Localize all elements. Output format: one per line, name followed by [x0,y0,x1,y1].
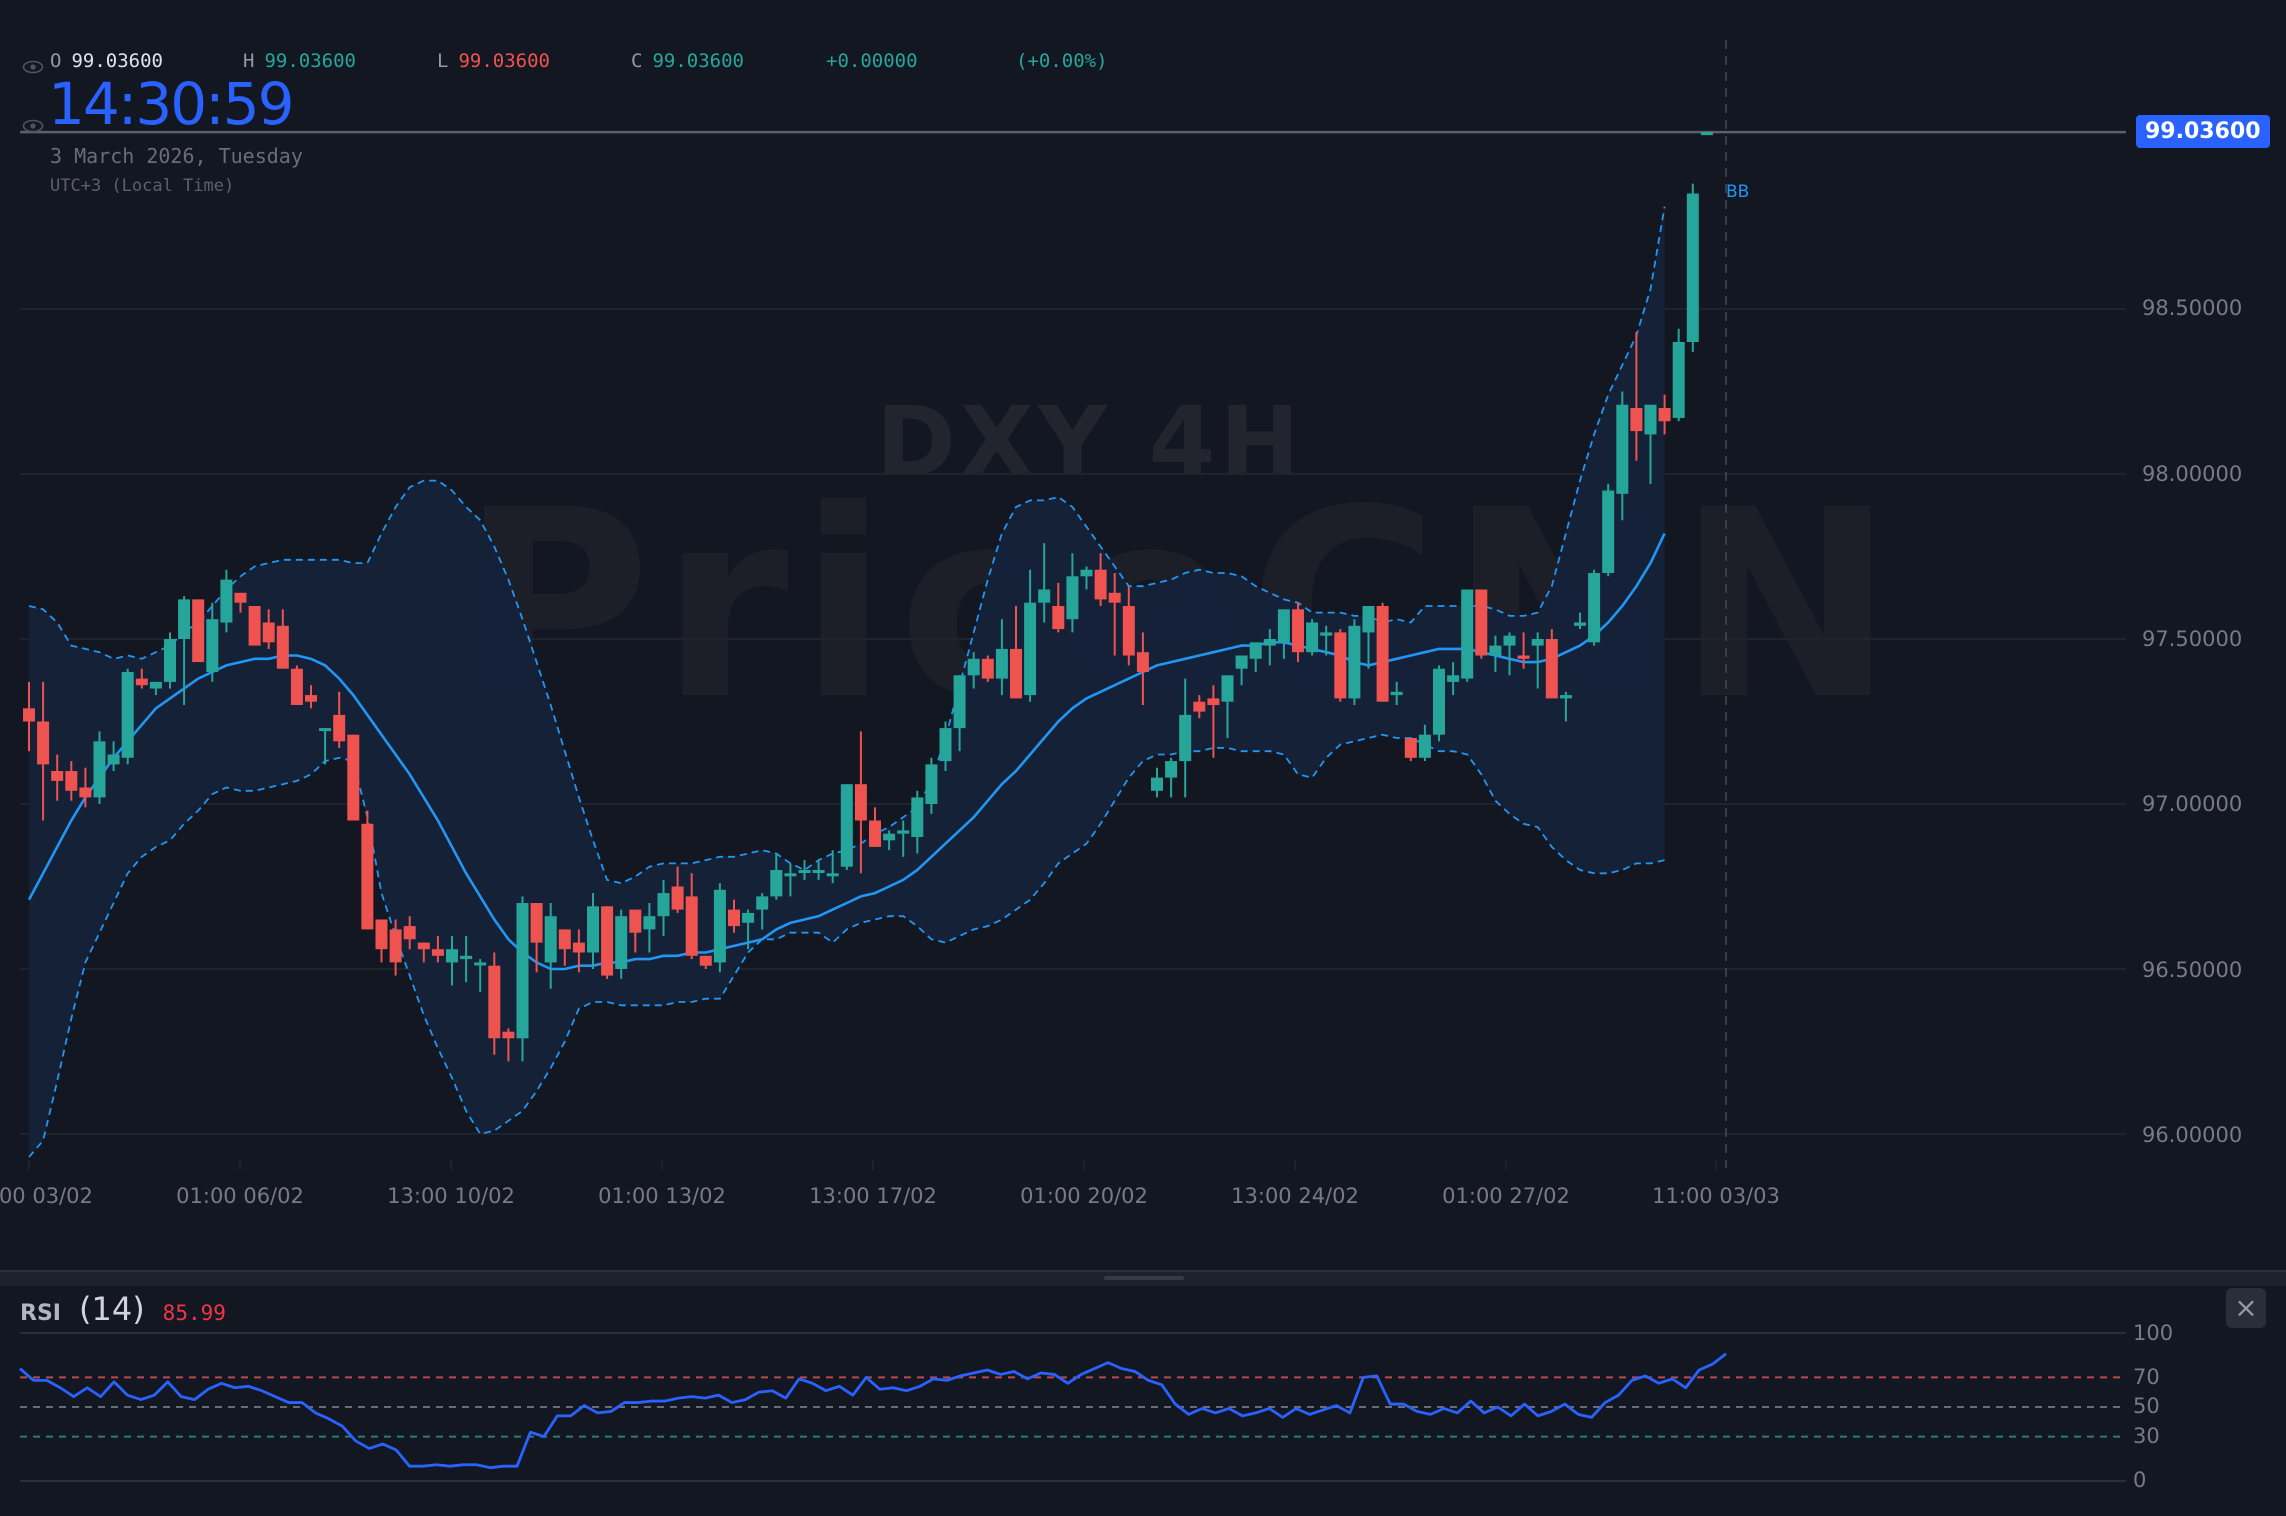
rsi-period: (14) [78,1290,145,1328]
visibility-eye-icon[interactable] [22,60,44,74]
legend-open: O 99.03600 [50,50,163,72]
open-label: O [50,50,62,72]
time-tick: 01:00 27/02 [1442,1184,1570,1208]
legend-close: C 99.03600 [631,50,744,72]
legend-high: H 99.03600 [243,50,356,72]
rsi-tick: 30 [2133,1424,2160,1448]
price-tick: 98.50000 [2142,296,2243,320]
price-tick: 97.50000 [2142,627,2243,651]
clock-date: 3 March 2026, Tuesday [50,144,303,168]
rsi-name: RSI [20,1301,61,1326]
watermark-symbol: DXY 4H [876,386,1304,498]
time-tick: 01:00 03/02 [0,1184,93,1208]
legend-low: L 99.03600 [437,50,550,72]
rsi-tick: 50 [2133,1394,2160,1418]
time-tick: 01:00 06/02 [176,1184,304,1208]
price-tick: 98.00000 [2142,462,2243,486]
time-tick: 13:00 24/02 [1231,1184,1359,1208]
close-icon: × [2234,1291,2258,1324]
rsi-title: RSI (14) 85.99 [20,1290,226,1328]
price-chart[interactable] [0,0,2286,1180]
rsi-tick: 0 [2133,1468,2147,1492]
close-rsi-pane-button[interactable]: × [2226,1288,2266,1328]
rsi-value: 85.99 [162,1301,226,1325]
time-tick: 01:00 13/02 [598,1184,726,1208]
time-tick: 13:00 10/02 [387,1184,515,1208]
time-tick: 11:00 03/03 [1652,1184,1780,1208]
legend-change-pct: (+0.00%) [1016,50,1108,72]
rsi-tick: 70 [2133,1365,2160,1389]
clock-timezone: UTC+3 (Local Time) [50,176,235,196]
low-value: 99.03600 [458,50,550,72]
time-tick: 01:00 20/02 [1020,1184,1148,1208]
clock-time: 14:30:59 [48,70,294,138]
resize-grip-handle[interactable] [1104,1276,1184,1280]
bollinger-bands-label[interactable]: BB [1726,182,1750,202]
rsi-tick: 100 [2133,1321,2174,1345]
price-tick: 96.50000 [2142,958,2243,982]
close-value: 99.03600 [652,50,744,72]
time-tick: 13:00 17/02 [809,1184,937,1208]
price-tick: 96.00000 [2142,1123,2243,1147]
visibility-eye-icon[interactable] [22,119,44,133]
price-tick: 97.00000 [2142,792,2243,816]
high-label: H [243,50,255,72]
current-price-tag: 99.03600 [2136,115,2270,148]
open-value: 99.03600 [71,50,163,72]
close-label: C [631,50,643,72]
low-label: L [437,50,449,72]
legend-change: +0.00000 [826,50,918,72]
high-value: 99.03600 [264,50,356,72]
